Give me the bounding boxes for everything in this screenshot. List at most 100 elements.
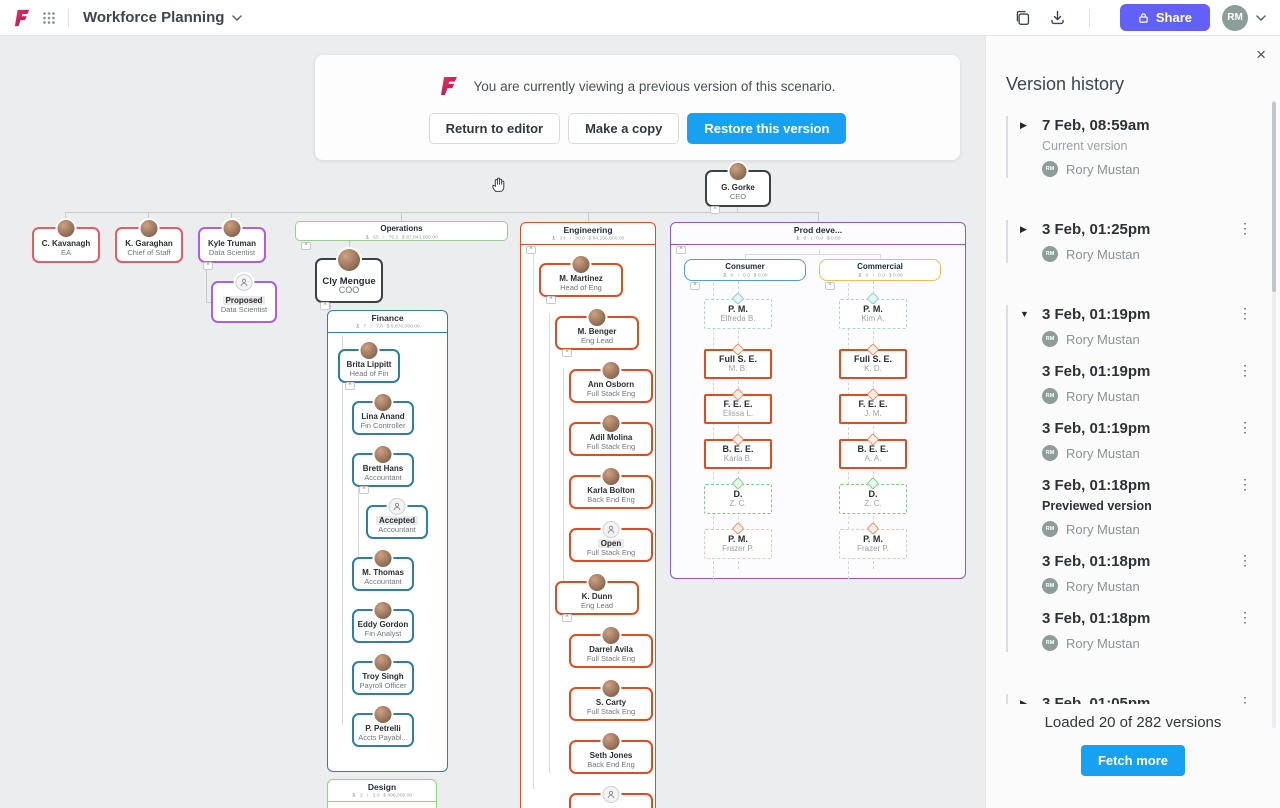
planned-role-node[interactable]: Full S. E. K. D. bbox=[839, 349, 907, 379]
org-node[interactable]: M. Martinez Head of Eng ^ bbox=[539, 263, 623, 297]
share-button[interactable]: Share bbox=[1120, 4, 1210, 31]
container-operations[interactable]: Operations 65 ↕76.2 $ 87,843,000.00 ^ bbox=[295, 221, 508, 241]
org-node[interactable]: Lina Anand Fin Controller bbox=[352, 401, 414, 435]
planned-role-node[interactable]: Full S. E. M. B. bbox=[704, 349, 772, 379]
node-name: B. E. E. bbox=[722, 444, 753, 454]
planned-role-node[interactable]: P. M. Elfreda B. bbox=[704, 299, 772, 329]
version-entry[interactable]: 3 Feb, 01:18pm ⋮ RM Rory Mustan bbox=[1008, 609, 1270, 652]
org-node[interactable]: Ann Osborn Full Stack Eng bbox=[569, 369, 653, 403]
org-node[interactable]: Brett Hans Accountant ^ bbox=[352, 453, 414, 487]
app-grid-icon[interactable] bbox=[42, 11, 56, 25]
org-node[interactable]: M. Thomas Accountant bbox=[352, 557, 414, 591]
org-node[interactable]: Adil Molina Full Stack Eng bbox=[569, 422, 653, 456]
kebab-menu-icon[interactable]: ⋮ bbox=[1238, 305, 1252, 322]
make-a-copy-button[interactable]: Make a copy bbox=[568, 113, 679, 144]
org-node[interactable]: Karla Bolton Back End Eng bbox=[569, 475, 653, 509]
org-node[interactable]: C. Kavanagh EA bbox=[32, 227, 100, 263]
fetch-more-button[interactable]: Fetch more bbox=[1081, 745, 1185, 776]
expand-arrow-icon[interactable]: ▼ bbox=[1020, 309, 1029, 319]
node-role: Full Stack Eng bbox=[587, 389, 635, 398]
user-menu-chevron-icon[interactable] bbox=[1256, 15, 1266, 21]
collapse-toggle[interactable]: ^ bbox=[562, 614, 572, 622]
org-node[interactable]: Brita Lippitt Head of Fin ^ bbox=[338, 349, 400, 383]
expand-arrow-icon[interactable]: ▶ bbox=[1020, 120, 1027, 131]
org-node[interactable]: Open Full Stack Eng bbox=[569, 528, 653, 562]
org-node-proposed[interactable]: Proposed Data Scientist bbox=[211, 281, 277, 323]
collapse-toggle[interactable]: ^ bbox=[345, 382, 355, 390]
collapse-toggle[interactable]: ^ bbox=[676, 246, 686, 254]
collapse-toggle[interactable]: ^ bbox=[320, 302, 330, 310]
version-entry[interactable]: ▶ 3 Feb, 01:05pm ⋮ RM Rory Mustan bbox=[1008, 694, 1270, 704]
download-icon[interactable] bbox=[1049, 9, 1066, 26]
restore-version-button[interactable]: Restore this version bbox=[687, 113, 846, 144]
node-role: Full Stack Eng bbox=[587, 707, 635, 716]
planned-role-node[interactable]: P. M. Frazer P. bbox=[839, 529, 907, 559]
kebab-menu-icon[interactable]: ⋮ bbox=[1238, 362, 1252, 379]
org-node[interactable]: S. Carty Full Stack Eng bbox=[569, 687, 653, 721]
org-node[interactable]: M. Benger Eng Lead ^ bbox=[555, 316, 639, 350]
container-prod-development[interactable]: Prod deve... 0 ↕0.0 $ 0.00 ^ Consumer 0 … bbox=[670, 222, 966, 579]
kebab-menu-icon[interactable]: ⋮ bbox=[1238, 220, 1252, 237]
node-person: Elissa L. bbox=[723, 409, 753, 419]
org-node[interactable]: Kyle Truman Data Scientist ^ bbox=[198, 227, 266, 263]
org-node[interactable]: P. Petrelli Accts Payabl... bbox=[352, 713, 414, 747]
org-node[interactable]: Troy Singh Payroll Officer bbox=[352, 661, 414, 695]
return-to-editor-button[interactable]: Return to editor bbox=[429, 113, 561, 144]
panel-title: Version history bbox=[1006, 74, 1124, 95]
collapse-toggle[interactable]: ^ bbox=[710, 206, 720, 214]
container-engineering[interactable]: Engineering 24 ↕30.0 $ 84,106,000.00 ^ M… bbox=[520, 222, 656, 808]
org-node[interactable]: Accepted Accountant bbox=[366, 505, 428, 539]
org-node-coo[interactable]: Cly Mengue COO ^ bbox=[315, 258, 383, 303]
planned-role-node[interactable]: D. Z. C. bbox=[839, 484, 907, 514]
version-entry[interactable]: ▶ 3 Feb, 01:25pm ⋮ RM Rory Mustan bbox=[1008, 220, 1270, 263]
node-role: Back End Eng bbox=[587, 760, 635, 769]
kebab-menu-icon[interactable]: ⋮ bbox=[1238, 552, 1252, 569]
org-node[interactable]: K. Dunn Eng Lead ^ bbox=[555, 581, 639, 615]
container-team[interactable]: Consumer 0 ↕0.0 $ 0.00 ^ bbox=[684, 259, 806, 281]
org-node[interactable]: Eddy Gordon Fin Analyst bbox=[352, 609, 414, 643]
planned-role-node[interactable]: B. E. E. A. A. bbox=[839, 439, 907, 469]
collapse-toggle[interactable]: ^ bbox=[546, 296, 556, 304]
version-entry[interactable]: 3 Feb, 01:19pm ⋮ RM Rory Mustan bbox=[1008, 419, 1270, 462]
version-entry[interactable]: ▼ 3 Feb, 01:19pm ⋮ RM Rory Mustan bbox=[1008, 305, 1270, 348]
kebab-menu-icon[interactable]: ⋮ bbox=[1238, 419, 1252, 436]
version-entry[interactable]: 3 Feb, 01:18pm ⋮ Previewed version RM Ro… bbox=[1008, 476, 1270, 538]
collapse-toggle[interactable]: ^ bbox=[359, 486, 369, 494]
planned-role-node[interactable]: B. E. E. Karla B. bbox=[704, 439, 772, 469]
kebab-menu-icon[interactable]: ⋮ bbox=[1238, 694, 1252, 704]
org-chart-canvas[interactable]: G. Gorke CEO ^ C. Kavanagh EA K. Garagha… bbox=[0, 36, 985, 808]
collapse-toggle[interactable]: ^ bbox=[562, 349, 572, 357]
org-node[interactable]: Seth Jones Back End Eng bbox=[569, 740, 653, 774]
collapse-toggle[interactable]: ^ bbox=[526, 246, 536, 254]
org-node-ceo[interactable]: G. Gorke CEO ^ bbox=[705, 170, 771, 207]
planned-role-node[interactable]: D. Z. C. bbox=[704, 484, 772, 514]
container-finance[interactable]: Finance 7 ↕7.8 $ 9,876,000.00 Brita Lipp… bbox=[327, 310, 448, 772]
org-node[interactable]: Darrel Avila Full Stack Eng bbox=[569, 634, 653, 668]
version-entry[interactable]: 3 Feb, 01:19pm ⋮ RM Rory Mustan bbox=[1008, 362, 1270, 405]
collapse-toggle[interactable]: ^ bbox=[301, 242, 311, 250]
container-design[interactable]: Design 2 ↕3.0 $ 896,000.00 ^ bbox=[327, 779, 437, 808]
scenario-menu-chevron-icon[interactable] bbox=[232, 15, 242, 21]
version-entry[interactable]: ▶ 7 Feb, 08:59am Current version RM Rory… bbox=[1008, 116, 1270, 178]
node-role: Eng Lead bbox=[581, 601, 613, 610]
planned-role-node[interactable]: F. E. E. J. M. bbox=[839, 394, 907, 424]
org-node[interactable] bbox=[569, 793, 653, 808]
scrollbar-thumb[interactable] bbox=[1272, 102, 1276, 292]
kebab-menu-icon[interactable]: ⋮ bbox=[1238, 476, 1252, 493]
copy-scenario-icon[interactable] bbox=[1014, 9, 1031, 26]
org-node[interactable]: K. Garaghan Chief of Staff bbox=[115, 227, 183, 263]
user-avatar[interactable]: RM bbox=[1222, 5, 1248, 31]
version-entry[interactable]: 3 Feb, 01:18pm ⋮ RM Rory Mustan bbox=[1008, 552, 1270, 595]
container-team[interactable]: Commercial 0 ↕0.0 $ 0.00 ^ bbox=[819, 259, 941, 281]
collapse-toggle[interactable]: ^ bbox=[203, 262, 213, 270]
planned-role-node[interactable]: F. E. E. Elissa L. bbox=[704, 394, 772, 424]
planned-role-node[interactable]: P. M. Kim A. bbox=[839, 299, 907, 329]
expand-arrow-icon[interactable]: ▶ bbox=[1020, 698, 1027, 704]
planned-role-node[interactable]: P. M. Frazer P. bbox=[704, 529, 772, 559]
collapse-toggle[interactable]: ^ bbox=[690, 282, 700, 290]
collapse-toggle[interactable]: ^ bbox=[825, 282, 835, 290]
kebab-menu-icon[interactable]: ⋮ bbox=[1238, 609, 1252, 626]
expand-arrow-icon[interactable]: ▶ bbox=[1020, 224, 1027, 235]
version-panel-footer: Loaded 20 of 282 versions Fetch more bbox=[986, 708, 1280, 808]
close-icon[interactable]: × bbox=[1256, 46, 1266, 63]
